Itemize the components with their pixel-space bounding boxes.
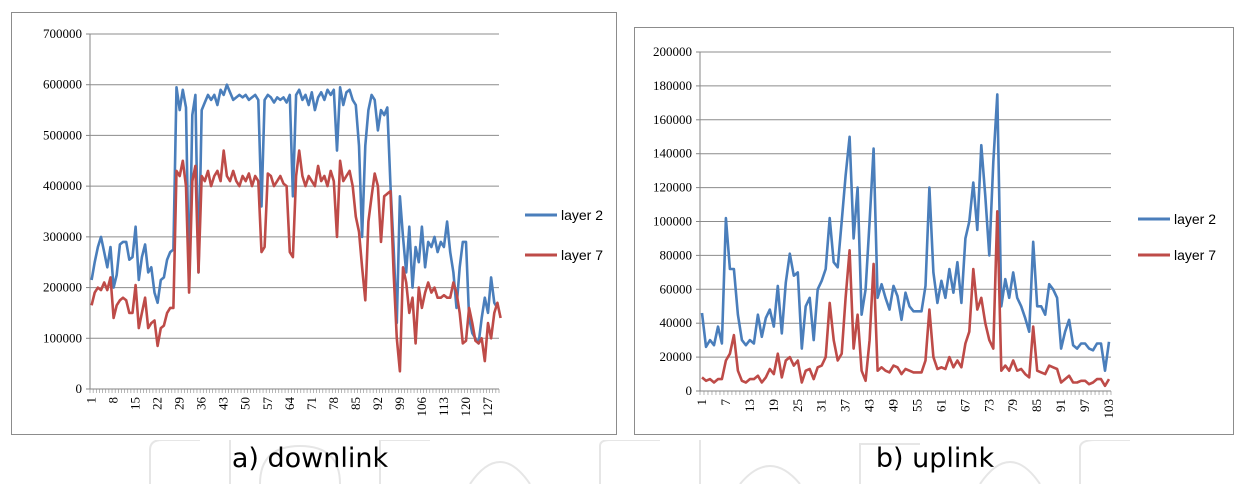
chart-panel-downlink: 0 100000 200000 300000 400000 500000 600000 700… [11,12,617,435]
x-tick-label: 1 [694,399,709,406]
legend-label: layer 7 [561,247,603,263]
y-tick-label: 140000 [653,146,692,161]
y-tick-label: 600000 [43,77,82,92]
x-tick-label: 7 [718,399,733,406]
x-tick-label: 25 [790,399,805,412]
caption-uplink: b) uplink [875,443,995,474]
y-tick-label: 200000 [653,44,692,59]
x-tick-label: 61 [933,399,948,412]
y-tick-label: 40000 [660,315,693,330]
x-tick-label: 31 [814,399,829,412]
x-tick-label: 1 [84,397,99,404]
x-tick-label: 43 [216,397,231,410]
y-tick-label: 100000 [43,330,82,345]
x-tick-label: 36 [194,397,209,411]
x-tick-label: 15 [128,397,143,410]
y-tick-label: 100000 [653,214,692,229]
x-tick-label: 97 [1077,399,1092,413]
legend-label: layer 7 [1174,247,1216,263]
x-tick-label: 37 [838,399,853,413]
x-tick-label: 106 [414,397,429,417]
series-line-layer-2 [90,83,499,345]
x-tick-label: 13 [742,399,757,412]
x-tick-label: 113 [436,397,451,416]
x-tick-label: 73 [981,399,996,412]
x-tick-label: 8 [106,397,121,404]
series-line-layer-2 [700,93,1111,373]
downlink-chart-svg: 0 100000 200000 300000 400000 500000 600000 700… [43,26,603,417]
y-tick-label: 500000 [43,127,82,142]
legend-label: layer 2 [561,207,603,223]
chart-panel-uplink: 0 20000 40000 60000 80000 100000 120000 140000 1… [634,27,1234,435]
y-tick-label: 0 [76,381,83,396]
y-tick-label: 400000 [43,178,82,193]
x-tick-label: 85 [1029,399,1044,412]
caption-downlink: a) downlink [231,443,389,474]
legend-label: layer 2 [1174,211,1216,227]
series-line-layer-7 [701,210,1111,388]
y-tick-label: 120000 [653,180,692,195]
x-tick-label: 103 [1101,399,1116,419]
y-tick-label: 300000 [43,229,82,244]
y-tick-label: 200000 [43,280,82,295]
x-tick-label: 127 [480,397,495,417]
y-tick-label: 0 [686,383,693,398]
y-tick-label: 180000 [653,78,692,93]
x-tick-label: 64 [282,397,297,411]
x-tick-label: 67 [957,399,972,413]
x-tick-label: 43 [862,399,877,412]
x-tick-label: 92 [370,397,385,410]
y-tick-label: 60000 [660,281,693,296]
x-tick-label: 85 [348,397,363,410]
x-tick-label: 99 [392,397,407,410]
x-tick-label: 71 [304,397,319,410]
series-line-layer-7 [90,149,502,373]
uplink-chart-svg: 0 20000 40000 60000 80000 100000 120000 140000 1… [653,44,1216,419]
y-tick-label: 700000 [43,26,82,41]
x-tick-label: 91 [1053,399,1068,412]
y-tick-label: 20000 [660,349,693,364]
x-tick-label: 78 [326,397,341,410]
x-tick-label: 55 [909,399,924,412]
x-tick-label: 49 [886,399,901,412]
x-tick-label: 120 [458,397,473,417]
x-tick-label: 22 [150,397,165,410]
y-tick-label: 80000 [660,247,693,262]
x-tick-label: 19 [766,399,781,412]
x-tick-label: 50 [238,397,253,410]
x-tick-label: 79 [1005,399,1020,412]
x-tick-label: 29 [172,397,187,410]
y-tick-label: 160000 [653,112,692,127]
x-tick-label: 57 [260,397,275,411]
